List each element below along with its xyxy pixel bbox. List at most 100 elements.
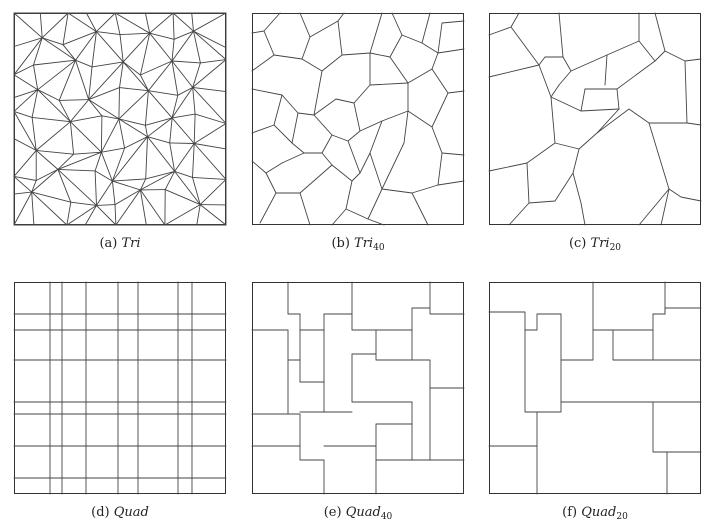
mesh-edge: [95, 171, 112, 181]
mesh-edge: [146, 137, 148, 179]
mesh-edge: [120, 88, 149, 91]
mesh-edge: [115, 13, 120, 35]
mesh-edge: [101, 116, 102, 152]
mesh-edge: [173, 13, 193, 31]
caption-sub: 20: [610, 243, 621, 253]
mesh-quad-40: [252, 282, 464, 494]
mesh-edge: [101, 152, 112, 181]
caption-name: Tri: [122, 236, 141, 251]
mesh-edge: [194, 114, 195, 143]
mesh-edge: [172, 39, 174, 61]
mesh-edge: [42, 38, 75, 60]
mesh-edge: [123, 62, 148, 91]
mesh-edge: [58, 154, 74, 169]
mesh-edge: [59, 100, 70, 121]
mesh-edge: [193, 87, 226, 91]
mesh-edge: [14, 38, 42, 75]
mesh-edge: [101, 148, 124, 152]
mesh-edge: [170, 143, 195, 144]
mesh-edge: [123, 62, 140, 75]
mesh-edge: [96, 13, 115, 32]
caption-name: Quad: [346, 505, 381, 520]
mesh-edge: [175, 144, 195, 172]
mesh-edge: [97, 181, 113, 205]
mesh-edge: [172, 61, 178, 95]
mesh-edge: [112, 181, 140, 190]
mesh-edge: [92, 62, 123, 67]
mesh-edge: [194, 144, 226, 180]
mesh-edge: [193, 87, 195, 114]
mesh-edge: [119, 91, 148, 119]
mesh-edge: [172, 61, 200, 63]
mesh-edge: [172, 95, 178, 118]
caption-label: (d): [91, 505, 109, 520]
mesh-edge: [67, 202, 71, 225]
caption-label: (e): [324, 505, 342, 520]
mesh-edge: [173, 13, 174, 39]
mesh-edge: [42, 13, 68, 38]
mesh-edge: [119, 119, 125, 148]
mesh-edge: [172, 61, 193, 87]
caption-label: (f): [562, 505, 577, 520]
mesh-edge: [101, 119, 119, 152]
mesh-edge: [112, 137, 147, 181]
mesh-edge: [145, 91, 148, 126]
mesh-edge: [71, 202, 97, 205]
mesh-edge: [14, 75, 38, 90]
mesh-edge: [58, 169, 95, 171]
mesh-edge: [172, 114, 195, 118]
mesh-edge: [96, 32, 123, 62]
mesh-edge: [34, 65, 38, 90]
mesh-edge: [148, 91, 177, 96]
mesh-edge: [150, 13, 173, 33]
mesh-edge: [14, 65, 34, 75]
mesh-edge: [148, 91, 172, 118]
mesh-edge: [165, 205, 200, 225]
mesh-tri-40: [252, 13, 464, 225]
mesh-edge: [193, 60, 226, 88]
mesh-edge: [14, 13, 42, 38]
caption-b: (b) Tri40: [238, 236, 478, 253]
mesh-edge: [42, 38, 63, 45]
mesh-edge: [119, 119, 145, 125]
mesh-edge: [14, 90, 38, 98]
mesh-edge: [194, 144, 226, 149]
mesh-edge: [59, 100, 88, 101]
mesh-edge: [170, 118, 172, 143]
mesh-edge: [119, 119, 148, 137]
mesh-edge: [14, 192, 32, 194]
mesh-edge: [95, 152, 101, 171]
mesh-edge: [148, 118, 173, 137]
mesh-edge: [34, 38, 43, 65]
caption-label: (b): [331, 236, 349, 251]
mesh-edge: [193, 144, 195, 178]
mesh-edge: [120, 35, 123, 62]
mesh-edge: [70, 122, 73, 155]
caption-c: (c) Tri20: [475, 236, 715, 253]
mesh-edge: [76, 60, 89, 99]
mesh-edge: [125, 137, 148, 148]
mesh-edge: [200, 205, 226, 225]
mesh-edge: [34, 60, 76, 65]
mesh-edge: [146, 171, 175, 179]
mesh-edge: [36, 150, 73, 154]
mesh-quad: [14, 282, 226, 494]
caption-sub: 40: [381, 512, 392, 522]
caption-name: Tri: [591, 236, 610, 251]
mesh-edge: [112, 181, 115, 205]
mesh-edge: [68, 13, 96, 32]
mesh-edge: [148, 137, 170, 143]
mesh-edge: [194, 124, 226, 144]
mesh-edge: [89, 67, 92, 100]
mesh-edge: [150, 33, 172, 61]
mesh-edge: [193, 177, 227, 179]
caption-d: (d) Quad: [0, 505, 240, 522]
mesh-edge: [140, 190, 146, 225]
mesh-edge: [40, 13, 42, 38]
mesh-edge: [89, 100, 102, 116]
mesh-edge: [197, 205, 200, 225]
mesh-edge: [140, 190, 165, 225]
mesh-edge: [89, 62, 124, 100]
mesh-edge: [140, 33, 149, 75]
caption-f: (f) Quad20: [475, 505, 715, 522]
